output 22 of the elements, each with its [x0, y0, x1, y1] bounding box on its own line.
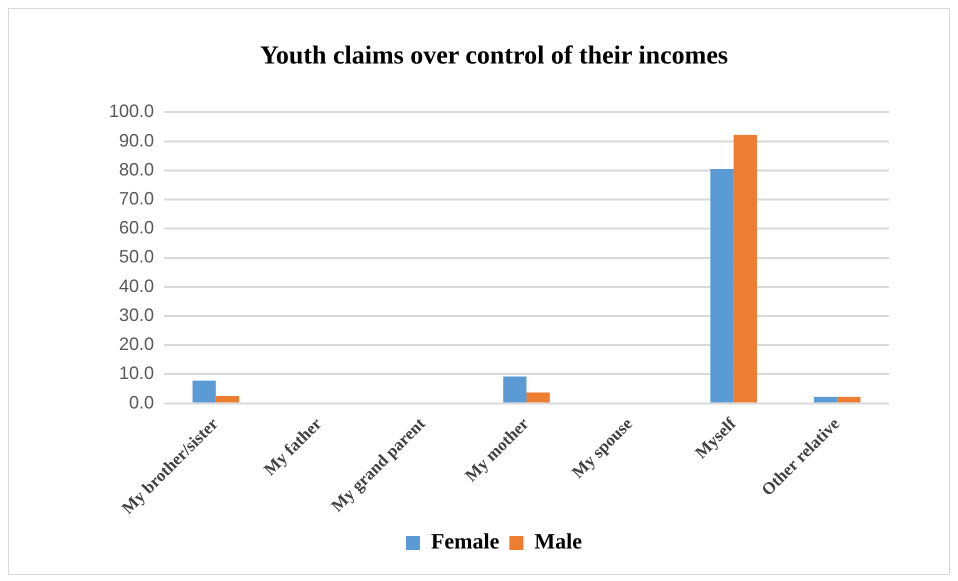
bar	[503, 376, 527, 402]
y-tick-label: 90.0	[118, 130, 154, 150]
y-tick-label: 70.0	[118, 188, 154, 209]
legend-label: Male	[534, 528, 582, 554]
y-tick-label: 60.0	[118, 218, 154, 238]
y-tick-label: 40.0	[118, 276, 154, 296]
y-tick-label: 80.0	[118, 159, 154, 180]
y-tick-label: 100.0	[108, 101, 154, 122]
bar	[734, 134, 757, 402]
y-tick-label: 10.0	[118, 363, 154, 384]
bar	[192, 380, 216, 402]
chart-title: Youth claims over control of their incomes	[260, 40, 728, 70]
y-tick-label: 20.0	[118, 334, 154, 354]
bar	[216, 396, 240, 402]
y-tick-label: 50.0	[118, 246, 154, 267]
bar	[526, 392, 550, 402]
bar	[814, 396, 838, 402]
bar	[837, 396, 861, 402]
bar	[710, 168, 734, 402]
y-tick-label: 30.0	[118, 304, 154, 325]
y-tick-label: 0.0	[129, 392, 154, 412]
legend-label: Female	[430, 528, 500, 554]
